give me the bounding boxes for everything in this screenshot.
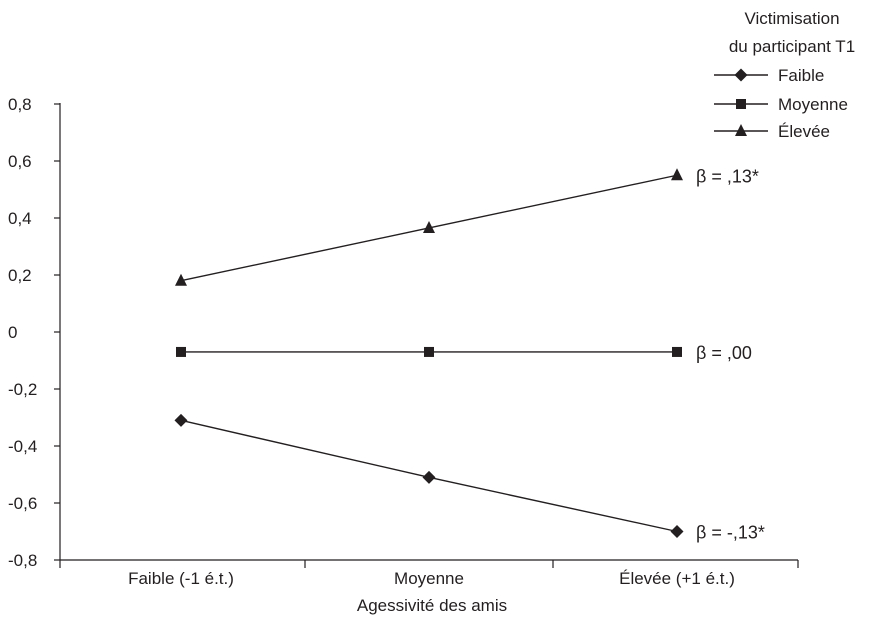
x-tick-label: Élevée (+1 é.t.) (619, 569, 735, 588)
series-square (176, 346, 682, 357)
series-layer (174, 168, 684, 538)
data-point (422, 470, 436, 484)
legend-title-line1: Victimisation (744, 9, 839, 28)
y-tick-label: -0,8 (8, 551, 37, 570)
data-point (424, 346, 434, 357)
beta-annotation: β = -,13* (696, 523, 765, 543)
y-tick-label: 0,4 (8, 209, 32, 228)
beta-annotation: β = ,00 (696, 343, 752, 363)
data-point (176, 346, 186, 357)
annotations: β = -,13* β = ,00 β = ,13* (696, 166, 765, 542)
x-tick-label: Moyenne (394, 569, 464, 588)
y-tick-label: 0 (8, 323, 17, 342)
axes: 0,8 0,6 0,4 0,2 0 -0,2 -0,4 -0,6 -0,8 Faible (-1 … (8, 95, 799, 588)
legend-marker (734, 68, 748, 82)
legend-marker (736, 99, 746, 109)
legend-label: Faible (778, 66, 824, 85)
y-tick-label: -0,2 (8, 380, 37, 399)
legend-title-line2: du participant T1 (729, 37, 855, 56)
legend-label: Moyenne (778, 95, 848, 114)
data-point (174, 413, 188, 427)
y-tick-label: 0,8 (8, 95, 32, 114)
series-triangle (175, 168, 683, 286)
series-diamond (174, 413, 684, 538)
beta-annotation: β = ,13* (696, 166, 759, 186)
legend-label: Élevée (778, 122, 830, 141)
x-tick-label: Faible (-1 é.t.) (128, 569, 234, 588)
x-axis-label: Agessivité des amis (357, 596, 507, 615)
data-point (670, 525, 684, 538)
data-point (175, 273, 187, 286)
y-tick-label: -0,6 (8, 494, 37, 513)
y-tick-label: 0,2 (8, 266, 32, 285)
y-tick-label: 0,6 (8, 152, 32, 171)
legend-item: Élevée (714, 122, 830, 141)
data-point (672, 346, 682, 357)
legend-item: Moyenne (714, 95, 848, 114)
legend: Victimisation du participant T1 Faible Mo… (714, 9, 855, 141)
y-tick-label: -0,4 (8, 437, 37, 456)
legend-marker (735, 124, 747, 136)
legend-item: Faible (714, 66, 824, 85)
data-point (423, 220, 435, 233)
data-point (671, 168, 683, 181)
